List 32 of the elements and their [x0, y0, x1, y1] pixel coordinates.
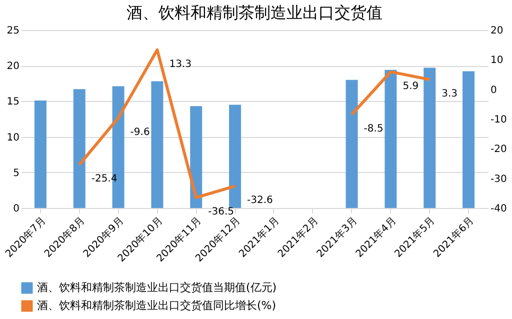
data-label: -8.5	[364, 124, 384, 135]
bar	[346, 80, 358, 208]
y-tick-label: 25	[6, 26, 20, 36]
legend-label: 酒、饮料和精制茶制造业出口交货值同比增长(%)	[37, 299, 276, 312]
y2-tick-label: -20	[490, 144, 507, 156]
y2-tick-label: 20	[490, 26, 504, 36]
data-label: 5.9	[402, 80, 419, 92]
bar	[190, 106, 202, 208]
bar	[424, 68, 436, 208]
y-tick-label: 0	[13, 204, 20, 214]
data-label: -36.5	[208, 206, 234, 218]
y2-tick-label: -10	[490, 114, 507, 126]
bar	[462, 71, 475, 208]
chart-title: 酒、饮料和精制茶制造业出口交货值	[126, 3, 382, 22]
bar	[384, 70, 397, 208]
bar	[73, 89, 86, 208]
y-tick-label: 20	[6, 61, 20, 72]
bar	[151, 81, 164, 208]
y2-tick-label: -40	[490, 204, 507, 214]
y-tick-label: 5	[13, 168, 20, 179]
y2-tick-label: 0	[490, 84, 497, 96]
y-tick-label: 10	[6, 132, 20, 144]
data-label: -32.6	[247, 195, 273, 206]
bar	[229, 104, 242, 208]
data-label: -9.6	[130, 126, 150, 138]
data-label: 13.3	[169, 58, 192, 70]
data-label: 3.3	[442, 88, 458, 100]
y2-tick-label: -30	[490, 174, 507, 185]
legend-label: 酒、饮料和精制茶制造业出口交货值当期值(亿元)	[37, 281, 277, 294]
bar	[34, 100, 46, 208]
y2-tick-label: 10	[490, 55, 504, 66]
y-tick-label: 15	[6, 96, 20, 108]
